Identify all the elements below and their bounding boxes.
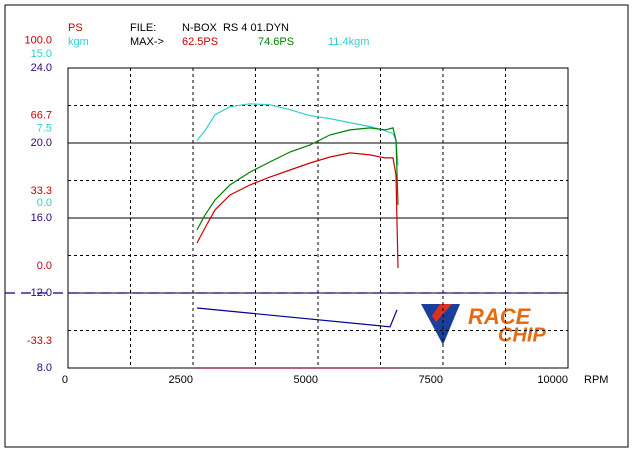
data-line bbox=[196, 127, 399, 231]
y-tick-label: 8.0 bbox=[37, 362, 52, 374]
y-tick-label: 33.3 bbox=[31, 185, 52, 197]
kgm-label: kgm bbox=[68, 36, 89, 48]
x-tick-label: 5000 bbox=[294, 374, 318, 386]
ps-label: PS bbox=[68, 22, 83, 34]
logo-triangle bbox=[421, 304, 460, 345]
x-tick-label: 0 bbox=[62, 374, 68, 386]
file-label: FILE: bbox=[130, 22, 156, 34]
max-value: 62.5PS bbox=[182, 36, 218, 48]
logo-text: CHIP bbox=[498, 324, 546, 346]
y-tick-label: 66.7 bbox=[31, 110, 52, 122]
y-tick-label: 0.0 bbox=[37, 260, 52, 272]
max-label: MAX-> bbox=[130, 36, 164, 48]
logo-text: RACE bbox=[468, 304, 532, 329]
file-name: N-BOX RS 4 01.DYN bbox=[182, 22, 289, 34]
y-tick-label: -33.3 bbox=[27, 335, 52, 347]
y-tick-label: 16.0 bbox=[31, 212, 52, 224]
x-tick-label: 10000 bbox=[537, 374, 568, 386]
max-value: 74.6PS bbox=[258, 36, 294, 48]
logo: RACE CHIP bbox=[421, 304, 546, 346]
x-axis-label: RPM bbox=[584, 374, 608, 386]
y-tick-label: 24.0 bbox=[31, 62, 52, 74]
y-tick-label: 0.0 bbox=[37, 197, 52, 209]
y-tick-label: 20.0 bbox=[31, 137, 52, 149]
data-line bbox=[196, 103, 399, 166]
logo-stripe bbox=[432, 304, 452, 322]
frame bbox=[4, 4, 629, 448]
y-tick-label: 15.0 bbox=[31, 48, 52, 60]
data-line bbox=[196, 152, 399, 269]
y-tick-label: 100.0 bbox=[24, 35, 52, 47]
max-value: 11.4kgm bbox=[328, 36, 369, 48]
x-tick-label: 2500 bbox=[169, 374, 193, 386]
y-tick-label: 7.5 bbox=[37, 123, 52, 135]
x-tick-label: 7500 bbox=[419, 374, 443, 386]
data-line bbox=[196, 307, 398, 328]
